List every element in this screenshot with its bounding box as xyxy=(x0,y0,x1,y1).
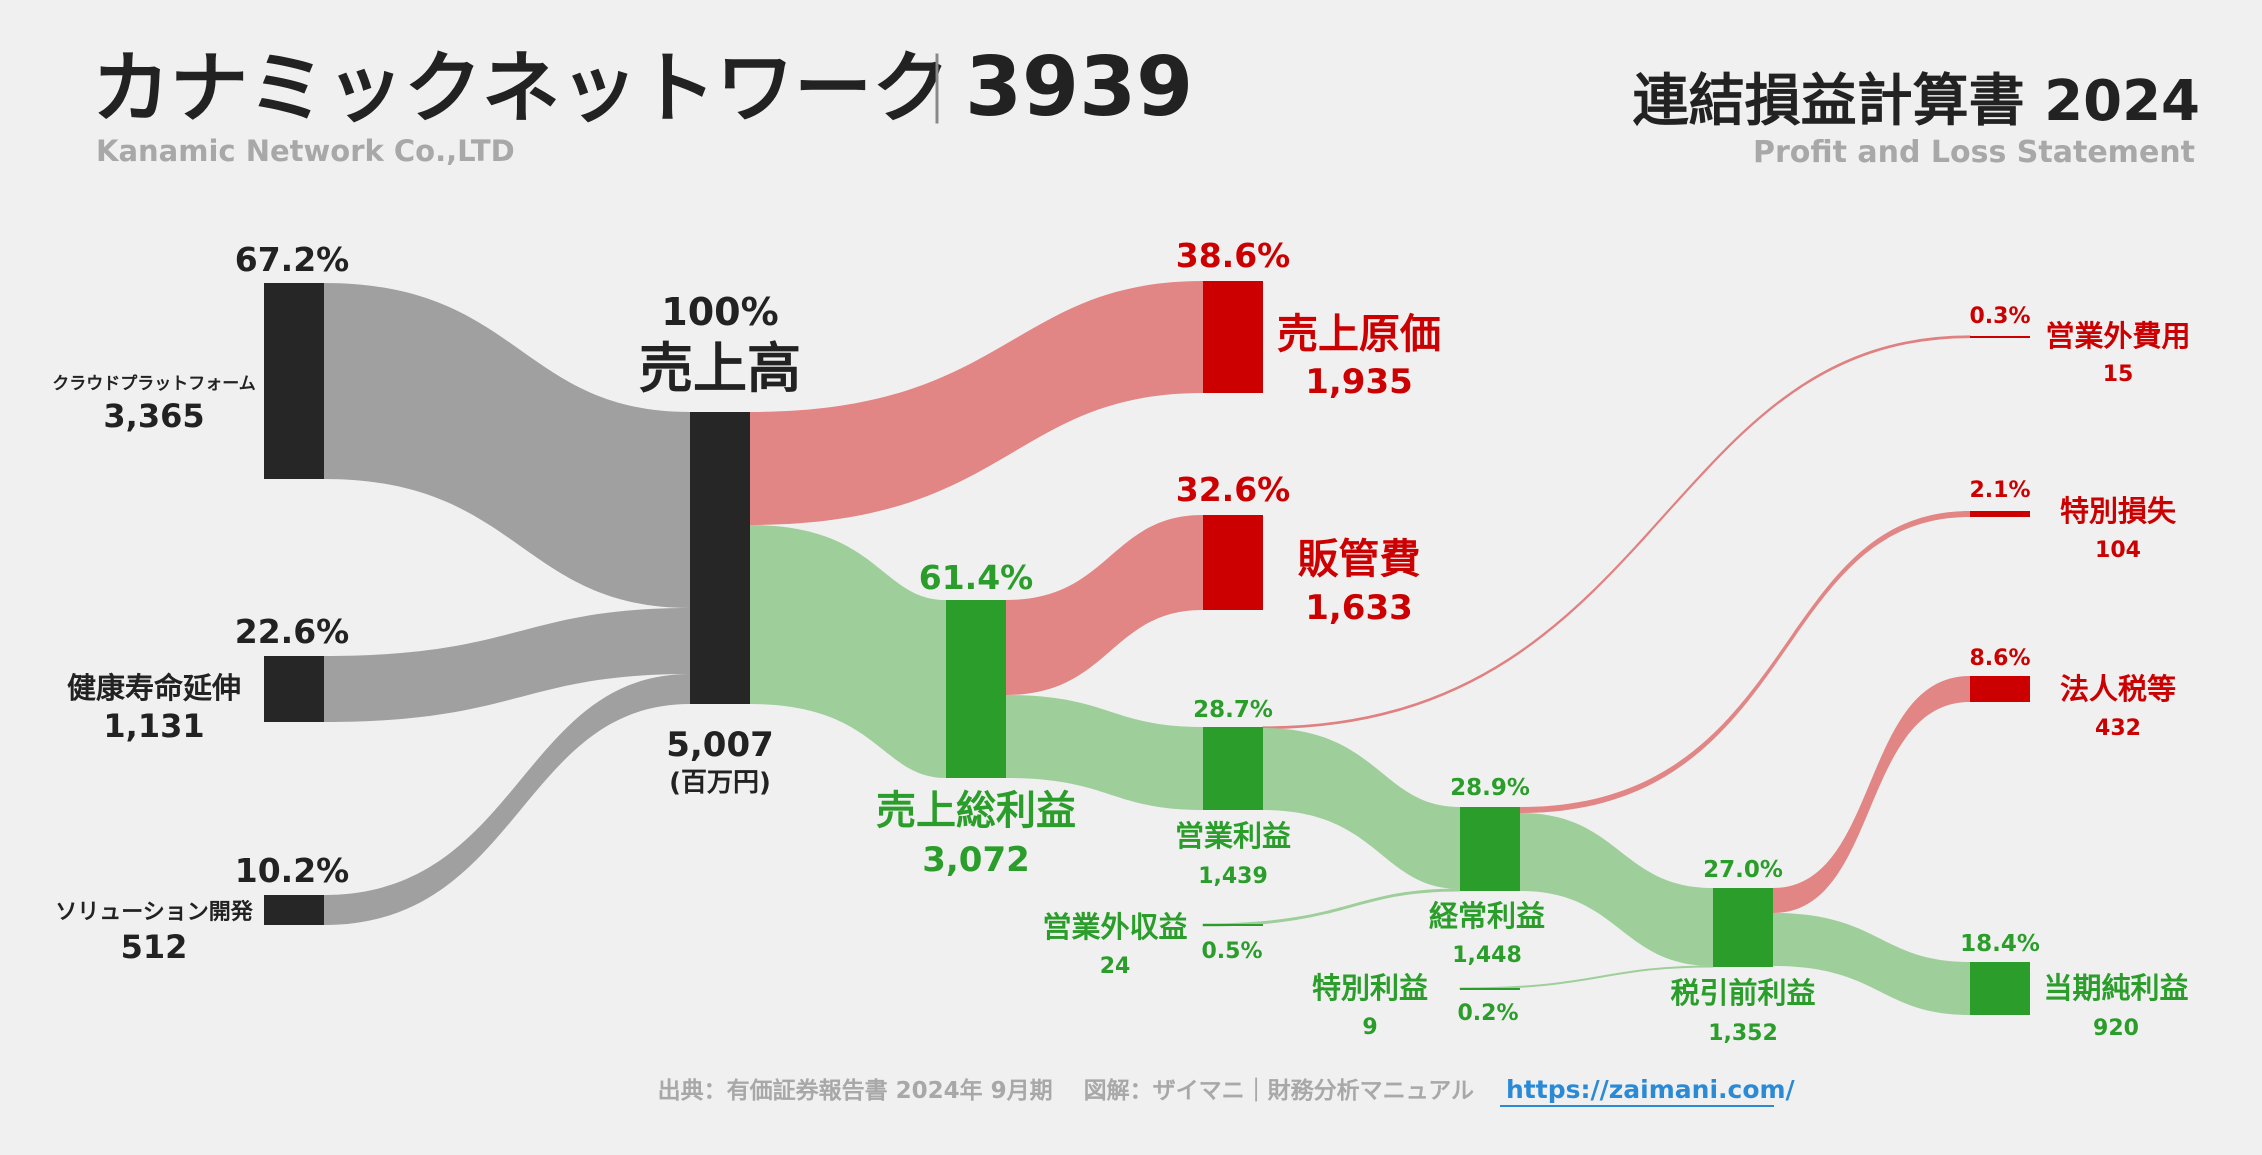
flow-solution-to-revenue xyxy=(324,674,690,925)
footer: 出典：有価証券報告書 2024年 9月期 図解：ザイマニ｜財務分析マニュアル h… xyxy=(658,1075,1796,1107)
node-net xyxy=(1970,962,2030,1015)
label-ext-gain-pct: 0.2% xyxy=(1457,1001,1518,1026)
label-unit: (百万円) xyxy=(669,768,771,798)
label-health-pct: 22.6% xyxy=(235,612,350,651)
label-net-pct: 18.4% xyxy=(1960,931,2040,957)
label-op-name: 営業利益 xyxy=(1175,819,1291,853)
label-tax-pct: 8.6% xyxy=(1969,646,2030,671)
flow-ordinary-to-ext-loss xyxy=(1520,511,1970,813)
label-ext-gain-name: 特別利益 xyxy=(1312,971,1428,1005)
label-nonop-inc-value: 24 xyxy=(1100,954,1131,979)
flow-pretax-to-tax xyxy=(1773,676,1970,913)
label-nonop-inc-name: 営業外収益 xyxy=(1042,910,1187,944)
company-name-en: Kanamic Network Co.,LTD xyxy=(96,134,515,168)
label-sga-name: 販管費 xyxy=(1298,535,1421,583)
label-ext-loss-name: 特別損失 xyxy=(2060,494,2177,528)
label-solution-value: 512 xyxy=(121,928,188,966)
label-solution-name: ソリューション開発 xyxy=(55,900,254,925)
label-sga-pct: 32.6% xyxy=(1176,470,1291,509)
label-pretax-name: 税引前利益 xyxy=(1670,976,1815,1010)
label-ext-gain-value: 9 xyxy=(1362,1015,1377,1040)
label-ordinary-value: 1,448 xyxy=(1452,943,1522,968)
label-cogs-value: 1,935 xyxy=(1305,362,1413,402)
flow-op-to-ordinary xyxy=(1263,728,1460,889)
company-name: カナミックネットワーク xyxy=(92,44,950,134)
node-solution xyxy=(264,895,324,925)
node-revenue xyxy=(690,412,750,704)
nodes xyxy=(264,281,2030,1015)
labels: 67.2% クラウドプラットフォーム 3,365 22.6% 健康寿命延伸 1,… xyxy=(52,236,2190,1046)
label-sga-value: 1,633 xyxy=(1305,588,1413,628)
label-nonop-exp-value: 15 xyxy=(2103,362,2134,387)
node-nonop-inc xyxy=(1203,924,1263,926)
label-cogs-pct: 38.6% xyxy=(1176,236,1291,275)
label-ext-loss-value: 104 xyxy=(2095,538,2141,563)
node-ext-loss xyxy=(1970,511,2030,517)
node-sga xyxy=(1203,515,1263,610)
label-nonop-exp-name: 営業外費用 xyxy=(2045,319,2190,353)
node-health xyxy=(264,656,324,722)
footer-url-link[interactable]: https://zaimani.com/ xyxy=(1506,1075,1796,1104)
node-cloud xyxy=(264,283,324,479)
label-health-value: 1,131 xyxy=(103,707,204,745)
label-solution-pct: 10.2% xyxy=(235,851,350,890)
flow-health-to-revenue xyxy=(324,608,690,722)
label-gross-value: 3,072 xyxy=(922,840,1030,880)
flows xyxy=(324,281,1971,1015)
node-ordinary xyxy=(1460,807,1520,891)
label-pretax-value: 1,352 xyxy=(1708,1021,1778,1046)
flow-revenue-to-cogs xyxy=(750,281,1203,525)
flow-nonop-inc-to-ordinary xyxy=(1202,888,1461,927)
label-cloud-pct: 67.2% xyxy=(235,240,350,279)
node-tax xyxy=(1970,676,2030,702)
flow-ordinary-to-pretax xyxy=(1520,813,1713,966)
label-pretax-pct: 27.0% xyxy=(1703,857,1783,883)
ticker-code: 3939 xyxy=(965,40,1193,135)
header: カナミックネットワーク ｜ 3939 Kanamic Network Co.,L… xyxy=(92,40,2200,170)
node-cogs xyxy=(1203,281,1263,393)
label-ordinary-pct: 28.9% xyxy=(1450,775,1530,801)
node-gross xyxy=(946,600,1006,778)
label-gross-name: 売上総利益 xyxy=(876,788,1076,834)
label-revenue-value: 5,007 xyxy=(666,725,774,765)
label-ordinary-name: 経常利益 xyxy=(1429,899,1545,933)
label-health-name: 健康寿命延伸 xyxy=(67,671,241,705)
statement-title: 連結損益計算書 2024 xyxy=(1633,69,2200,134)
title-separator: ｜ xyxy=(902,50,972,132)
label-gross-pct: 61.4% xyxy=(919,558,1034,597)
label-op-pct: 28.7% xyxy=(1193,697,1273,723)
flow-revenue-to-gross xyxy=(750,525,946,778)
flow-pretax-to-net xyxy=(1773,913,1970,1015)
label-nonop-exp-pct: 0.3% xyxy=(1969,304,2030,329)
flow-cloud-to-revenue xyxy=(324,283,690,608)
flow-gross-to-sga xyxy=(1006,515,1203,695)
node-pretax xyxy=(1713,888,1773,967)
label-op-value: 1,439 xyxy=(1198,864,1268,889)
node-op xyxy=(1203,727,1263,810)
label-cogs-name: 売上原価 xyxy=(1277,310,1441,358)
label-cloud-value: 3,365 xyxy=(103,397,204,435)
label-net-name: 当期純利益 xyxy=(2043,971,2188,1005)
footer-url-underline xyxy=(1500,1105,1774,1107)
label-revenue-pct: 100% xyxy=(661,290,778,334)
node-ext-gain xyxy=(1460,988,1520,990)
statement-title-en: Profit and Loss Statement xyxy=(1753,135,2195,170)
label-cloud-name: クラウドプラットフォーム xyxy=(52,373,256,394)
flow-gross-to-op xyxy=(1006,695,1203,810)
label-revenue-name: 売上高 xyxy=(639,337,801,400)
label-tax-value: 432 xyxy=(2095,716,2141,741)
label-ext-loss-pct: 2.1% xyxy=(1969,478,2030,503)
label-net-value: 920 xyxy=(2093,1016,2139,1041)
label-tax-name: 法人税等 xyxy=(2060,672,2176,706)
node-nonop-exp xyxy=(1970,336,2030,338)
label-nonop-inc-pct: 0.5% xyxy=(1201,939,1262,964)
footer-source: 出典：有価証券報告書 2024年 9月期 図解：ザイマニ｜財務分析マニュアル xyxy=(658,1077,1474,1104)
